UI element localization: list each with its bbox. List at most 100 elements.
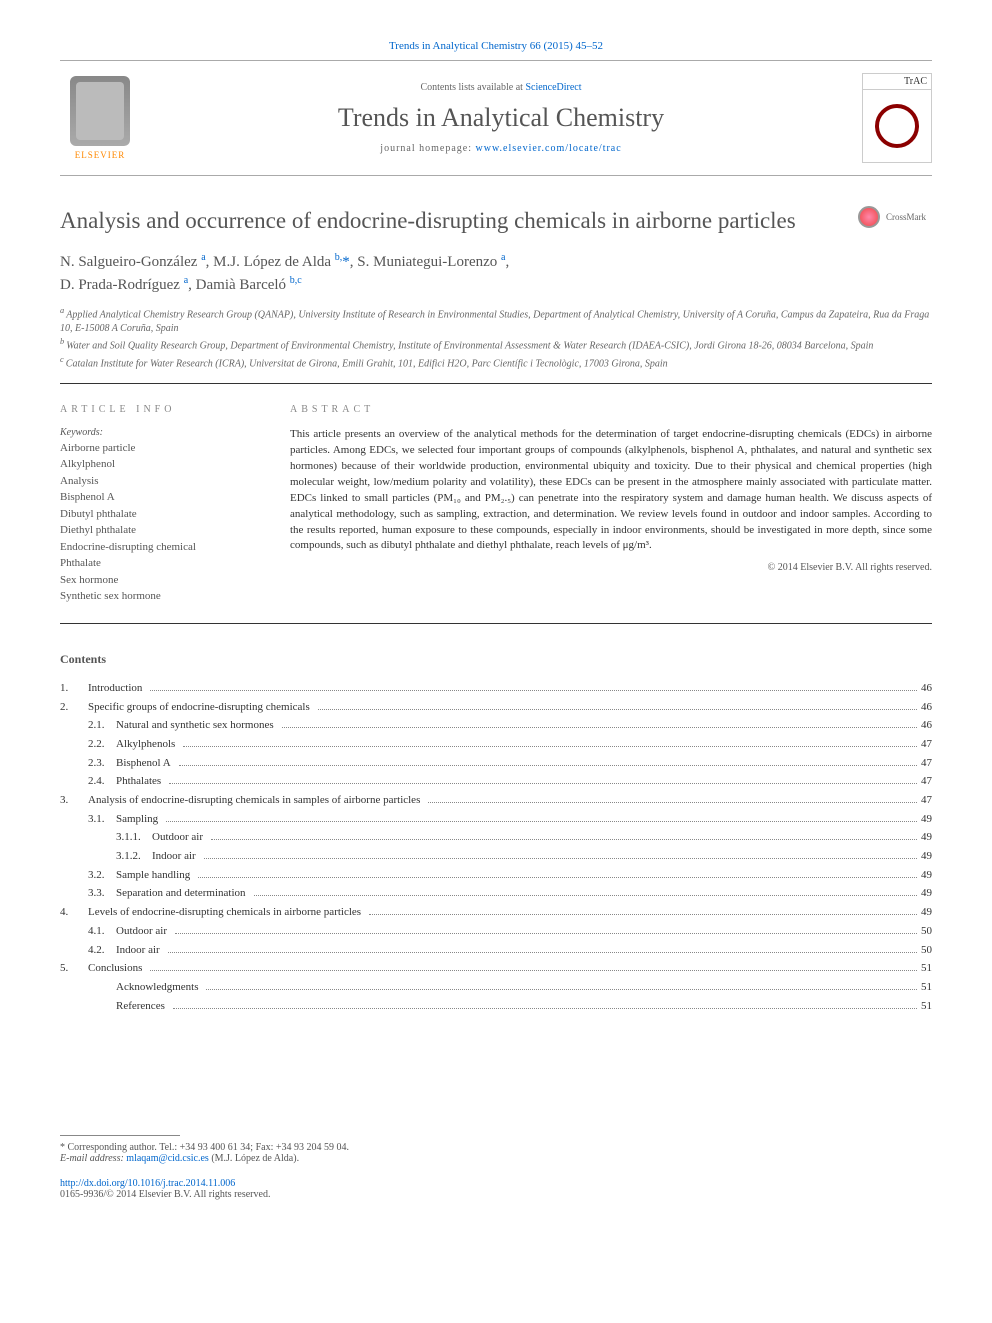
corresponding-email-line: E-mail address: mlaqam@cid.csic.es (M.J.…: [60, 1153, 932, 1164]
toc-leader-dots: [150, 690, 917, 691]
keyword: Airborne particle: [60, 440, 260, 457]
crossmark-icon: [858, 206, 880, 228]
toc-entry[interactable]: Acknowledgments51: [60, 978, 932, 997]
affiliation-ref[interactable]: a: [501, 254, 505, 270]
toc-page: 49: [921, 903, 932, 922]
doi-link[interactable]: http://dx.doi.org/10.1016/j.trac.2014.11…: [60, 1178, 235, 1189]
toc-page: 49: [921, 884, 932, 903]
masthead-center: Contents lists available at ScienceDirec…: [140, 82, 862, 154]
toc-entry[interactable]: 3.1.1.Outdoor air 49: [60, 828, 932, 847]
toc-entry[interactable]: 3.2.Sample handling49: [60, 866, 932, 885]
crossmark-label: CrossMark: [886, 212, 926, 222]
toc-title: Conclusions: [88, 959, 146, 978]
publisher-logo[interactable]: ELSEVIER: [60, 76, 140, 160]
toc-page: 49: [921, 810, 932, 829]
abstract-copyright: © 2014 Elsevier B.V. All rights reserved…: [290, 562, 932, 573]
toc-entry[interactable]: 4.1.Outdoor air 50: [60, 922, 932, 941]
toc-entry[interactable]: 2.2.Alkylphenols47: [60, 735, 932, 754]
toc-page: 49: [921, 847, 932, 866]
toc-title: Separation and determination: [116, 884, 250, 903]
toc-entry[interactable]: 2.1.Natural and synthetic sex hormones 46: [60, 716, 932, 735]
toc-entry[interactable]: 3.Analysis of endocrine-disrupting chemi…: [60, 791, 932, 810]
keyword: Bisphenol A: [60, 489, 260, 506]
toc-entry[interactable]: 5.Conclusions51: [60, 959, 932, 978]
toc-leader-dots: [173, 1008, 917, 1009]
toc-title: Levels of endocrine-disrupting chemicals…: [88, 903, 365, 922]
toc-entry[interactable]: 1.Introduction46: [60, 679, 932, 698]
footnote-rule: [60, 1135, 180, 1136]
article-info-column: ARTICLE INFO Keywords: Airborne particle…: [60, 404, 260, 605]
homepage-link[interactable]: www.elsevier.com/locate/trac: [476, 143, 622, 154]
affiliation-ref[interactable]: a: [184, 277, 188, 293]
toc-number: 3.1.: [88, 810, 116, 829]
doi-line: http://dx.doi.org/10.1016/j.trac.2014.11…: [60, 1178, 932, 1200]
authors-line: N. Salgueiro-González a, M.J. López de A…: [60, 250, 932, 297]
toc-number: 3.1.2.: [116, 847, 152, 866]
author[interactable]: S. Muniategui-Lorenzo: [357, 254, 497, 270]
toc-page: 49: [921, 866, 932, 885]
toc-page: 51: [921, 978, 932, 997]
keyword: Analysis: [60, 473, 260, 490]
toc-page: 50: [921, 941, 932, 960]
toc-entry[interactable]: 4.2.Indoor air50: [60, 941, 932, 960]
affiliation: b Water and Soil Quality Research Group,…: [60, 336, 932, 353]
keyword: Synthetic sex hormone: [60, 588, 260, 605]
journal-cover-icon: [875, 104, 919, 148]
toc-entry[interactable]: 3.1.Sampling49: [60, 810, 932, 829]
toc-title: Analysis of endocrine-disrupting chemica…: [88, 791, 424, 810]
toc-leader-dots: [166, 821, 917, 822]
toc-entry[interactable]: 3.3.Separation and determination 49: [60, 884, 932, 903]
keyword: Sex hormone: [60, 572, 260, 589]
author[interactable]: D. Prada-Rodríguez: [60, 277, 180, 293]
toc-number: 1.: [60, 679, 88, 698]
toc-title: Natural and synthetic sex hormones: [116, 716, 278, 735]
toc-number: 3.3.: [88, 884, 116, 903]
keyword: Diethyl phthalate: [60, 522, 260, 539]
article-info-heading: ARTICLE INFO: [60, 404, 260, 415]
affiliations: a Applied Analytical Chemistry Research …: [60, 305, 932, 384]
toc-number: 4.1.: [88, 922, 116, 941]
toc-entry[interactable]: 2.4.Phthalates47: [60, 772, 932, 791]
toc-leader-dots: [428, 802, 917, 803]
toc-page: 47: [921, 791, 932, 810]
abstract-text: This article presents an overview of the…: [290, 427, 932, 555]
toc-entry[interactable]: 3.1.2.Indoor air49: [60, 847, 932, 866]
citation-header[interactable]: Trends in Analytical Chemistry 66 (2015)…: [60, 40, 932, 52]
abstract-column: ABSTRACT This article presents an overvi…: [290, 404, 932, 605]
affiliation-ref[interactable]: a: [201, 254, 205, 270]
toc-entry[interactable]: 4.Levels of endocrine-disrupting chemica…: [60, 903, 932, 922]
toc-page: 47: [921, 754, 932, 773]
info-abstract-row: ARTICLE INFO Keywords: Airborne particle…: [60, 404, 932, 624]
toc-page: 49: [921, 828, 932, 847]
toc-number: 3.: [60, 791, 88, 810]
toc-number: 3.1.1.: [116, 828, 152, 847]
toc-number: 2.1.: [88, 716, 116, 735]
toc-entry[interactable]: 2.3.Bisphenol A47: [60, 754, 932, 773]
toc-title: Outdoor air: [116, 922, 171, 941]
corresponding-email-link[interactable]: mlaqam@cid.csic.es: [126, 1153, 209, 1164]
toc-number: 2.: [60, 698, 88, 717]
toc-leader-dots: [168, 952, 917, 953]
author[interactable]: Damià Barceló: [196, 277, 286, 293]
toc-page: 50: [921, 922, 932, 941]
toc-title: References: [116, 997, 169, 1016]
keyword: Endocrine-disrupting chemical: [60, 539, 260, 556]
contents-available-text: Contents lists available at: [420, 82, 522, 93]
toc-entry[interactable]: 2.Specific groups of endocrine-disruptin…: [60, 698, 932, 717]
toc-title: Specific groups of endocrine-disrupting …: [88, 698, 314, 717]
toc-leader-dots: [206, 989, 917, 990]
crossmark-badge[interactable]: CrossMark: [852, 206, 932, 228]
toc-title: Outdoor air: [152, 828, 207, 847]
toc-entry[interactable]: References51: [60, 997, 932, 1016]
toc-page: 51: [921, 959, 932, 978]
elsevier-tree-icon: [70, 76, 130, 146]
author[interactable]: M.J. López de Alda: [213, 254, 331, 270]
toc-page: 47: [921, 772, 932, 791]
sciencedirect-link[interactable]: ScienceDirect: [525, 82, 581, 93]
affiliation: a Applied Analytical Chemistry Research …: [60, 305, 932, 336]
affiliation-ref[interactable]: b,c: [290, 277, 302, 293]
toc-page: 46: [921, 716, 932, 735]
author[interactable]: N. Salgueiro-González: [60, 254, 197, 270]
affiliation-ref[interactable]: b,*: [335, 254, 350, 270]
journal-cover[interactable]: TrAC: [862, 73, 932, 163]
